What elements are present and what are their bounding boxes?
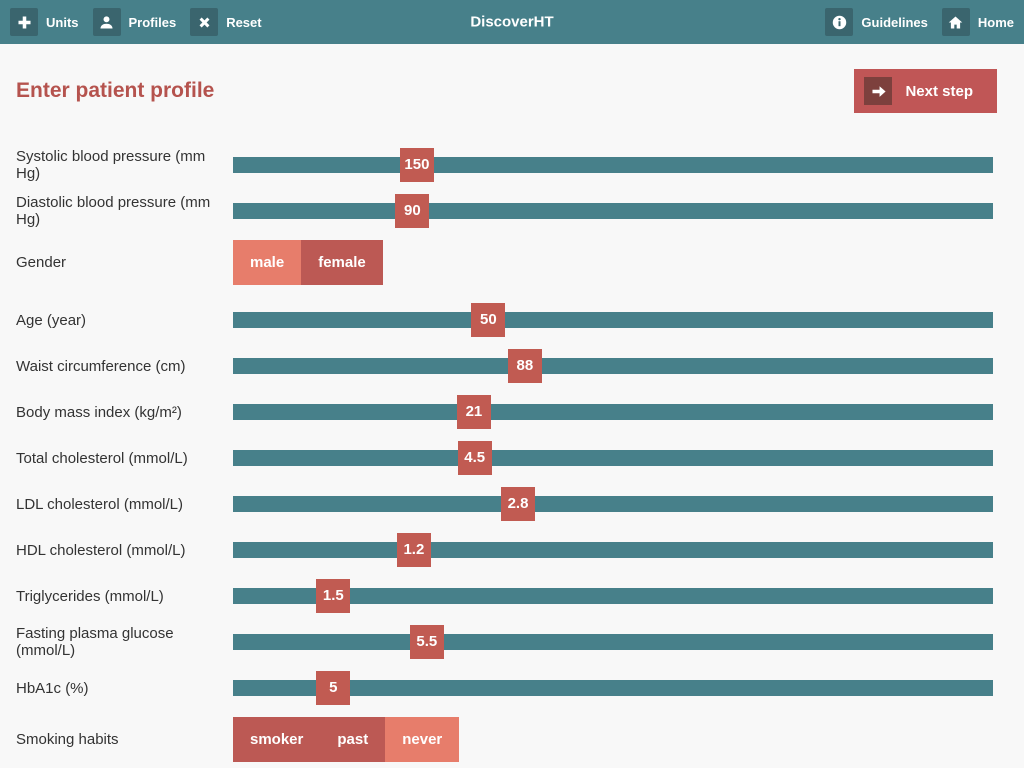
form-row-age: Age (year) 50 xyxy=(16,303,993,337)
row-label-waist: Waist circumference (cm) xyxy=(16,357,186,375)
app-title: DiscoverHT xyxy=(470,13,554,31)
form-row-hba1c: HbA1c (%) 5 xyxy=(16,671,993,705)
navbar-right-group: Guidelines Home xyxy=(825,8,1014,36)
ldl-cholesterol-slider-handle[interactable]: 2.8 xyxy=(501,487,535,521)
row-label-bmi: Body mass index (kg/m²) xyxy=(16,403,182,421)
hba1c-slider-track[interactable] xyxy=(233,680,993,696)
home-icon xyxy=(941,8,970,36)
home-button[interactable]: Home xyxy=(941,8,1014,36)
profiles-button[interactable]: Profiles xyxy=(92,8,177,36)
form-row-bmi: Body mass index (kg/m²) 21 xyxy=(16,395,993,429)
row-label-systolic: Systolic blood pressure (mm Hg) xyxy=(16,148,206,182)
row-label-diastolic: Diastolic blood pressure (mm Hg) xyxy=(16,194,211,228)
form-row-gender: Gender male female xyxy=(16,240,993,285)
hdl-cholesterol-slider-track[interactable] xyxy=(233,542,993,558)
total-cholesterol-slider-handle[interactable]: 4.5 xyxy=(457,441,492,475)
age-slider-track[interactable] xyxy=(233,312,993,328)
row-label-hba1c: HbA1c (%) xyxy=(16,679,89,697)
navbar-left-group: Units Profiles Reset xyxy=(10,8,262,36)
x-icon xyxy=(190,8,219,36)
person-icon xyxy=(92,8,121,36)
gender-option-male[interactable]: male xyxy=(233,240,302,285)
next-step-button[interactable]: Next step xyxy=(854,69,997,113)
form-row-systolic: Systolic blood pressure (mm Hg) 150 xyxy=(16,148,993,182)
fasting-glucose-slider-track[interactable] xyxy=(233,634,993,650)
row-label-triglycerides: Triglycerides (mmol/L) xyxy=(16,587,164,605)
patient-profile-form: Systolic blood pressure (mm Hg) 150 Diasto… xyxy=(0,148,1024,762)
triglycerides-slider-handle[interactable]: 1.5 xyxy=(316,579,351,613)
reset-label: Reset xyxy=(226,14,262,30)
form-row-hdl-cholesterol: HDL cholesterol (mmol/L) 1.2 xyxy=(16,533,993,567)
age-slider-handle[interactable]: 50 xyxy=(471,303,506,337)
smoking-option-smoker[interactable]: smoker xyxy=(233,717,321,762)
units-button[interactable]: Units xyxy=(10,8,79,36)
form-row-fasting-glucose: Fasting plasma glucose (mmol/L) 5.5 xyxy=(16,625,993,659)
form-row-ldl-cholesterol: LDL cholesterol (mmol/L) 2.8 xyxy=(16,487,993,521)
form-row-waist: Waist circumference (cm) 88 xyxy=(16,349,993,383)
systolic-slider-handle[interactable]: 150 xyxy=(399,148,434,182)
plus-icon xyxy=(10,8,38,36)
page-header: Enter patient profile Next step xyxy=(16,69,997,113)
row-label-fasting-glucose: Fasting plasma glucose (mmol/L) xyxy=(16,625,174,659)
form-row-smoking: Smoking habits smoker past never xyxy=(16,717,993,762)
form-row-diastolic: Diastolic blood pressure (mm Hg) 90 xyxy=(16,194,993,228)
waist-slider-handle[interactable]: 88 xyxy=(507,349,542,383)
bmi-slider-track[interactable] xyxy=(233,404,993,420)
ldl-cholesterol-slider-track[interactable] xyxy=(233,496,993,512)
diastolic-slider-handle[interactable]: 90 xyxy=(395,194,430,228)
row-label-gender: Gender xyxy=(16,254,67,271)
next-step-label: Next step xyxy=(905,82,973,100)
form-row-triglycerides: Triglycerides (mmol/L) 1.5 xyxy=(16,579,993,613)
home-label: Home xyxy=(977,14,1014,30)
row-label-ldl-cholesterol: LDL cholesterol (mmol/L) xyxy=(16,495,183,513)
total-cholesterol-slider-track[interactable] xyxy=(233,450,993,466)
diastolic-slider-track[interactable] xyxy=(233,203,993,219)
row-label-total-cholesterol: Total cholesterol (mmol/L) xyxy=(16,449,188,467)
row-label-hdl-cholesterol: HDL cholesterol (mmol/L) xyxy=(16,541,186,559)
form-row-total-cholesterol: Total cholesterol (mmol/L) 4.5 xyxy=(16,441,993,475)
guidelines-button[interactable]: Guidelines xyxy=(825,8,928,36)
row-label-smoking: Smoking habits xyxy=(16,731,119,748)
smoking-toggle: smoker past never xyxy=(233,717,460,762)
bmi-slider-handle[interactable]: 21 xyxy=(456,395,491,429)
guidelines-label: Guidelines xyxy=(861,14,928,30)
units-label: Units xyxy=(46,14,79,30)
page-title: Enter patient profile xyxy=(16,79,215,102)
systolic-slider-track[interactable] xyxy=(233,157,993,173)
profiles-label: Profiles xyxy=(128,14,177,30)
top-navbar: Units Profiles Reset DiscoverHT Guidelin… xyxy=(0,0,1024,44)
hdl-cholesterol-slider-handle[interactable]: 1.2 xyxy=(396,533,431,567)
triglycerides-slider-track[interactable] xyxy=(233,588,993,604)
waist-slider-track[interactable] xyxy=(233,358,993,374)
gender-toggle: male female xyxy=(233,240,383,285)
fasting-glucose-slider-handle[interactable]: 5.5 xyxy=(409,625,444,659)
smoking-option-never[interactable]: never xyxy=(385,717,460,762)
smoking-option-past[interactable]: past xyxy=(320,717,386,762)
info-icon xyxy=(825,8,854,36)
row-label-age: Age (year) xyxy=(16,311,87,329)
arrow-right-icon xyxy=(864,77,893,105)
hba1c-slider-handle[interactable]: 5 xyxy=(316,671,351,705)
reset-button[interactable]: Reset xyxy=(190,8,262,36)
gender-option-female[interactable]: female xyxy=(301,240,383,285)
